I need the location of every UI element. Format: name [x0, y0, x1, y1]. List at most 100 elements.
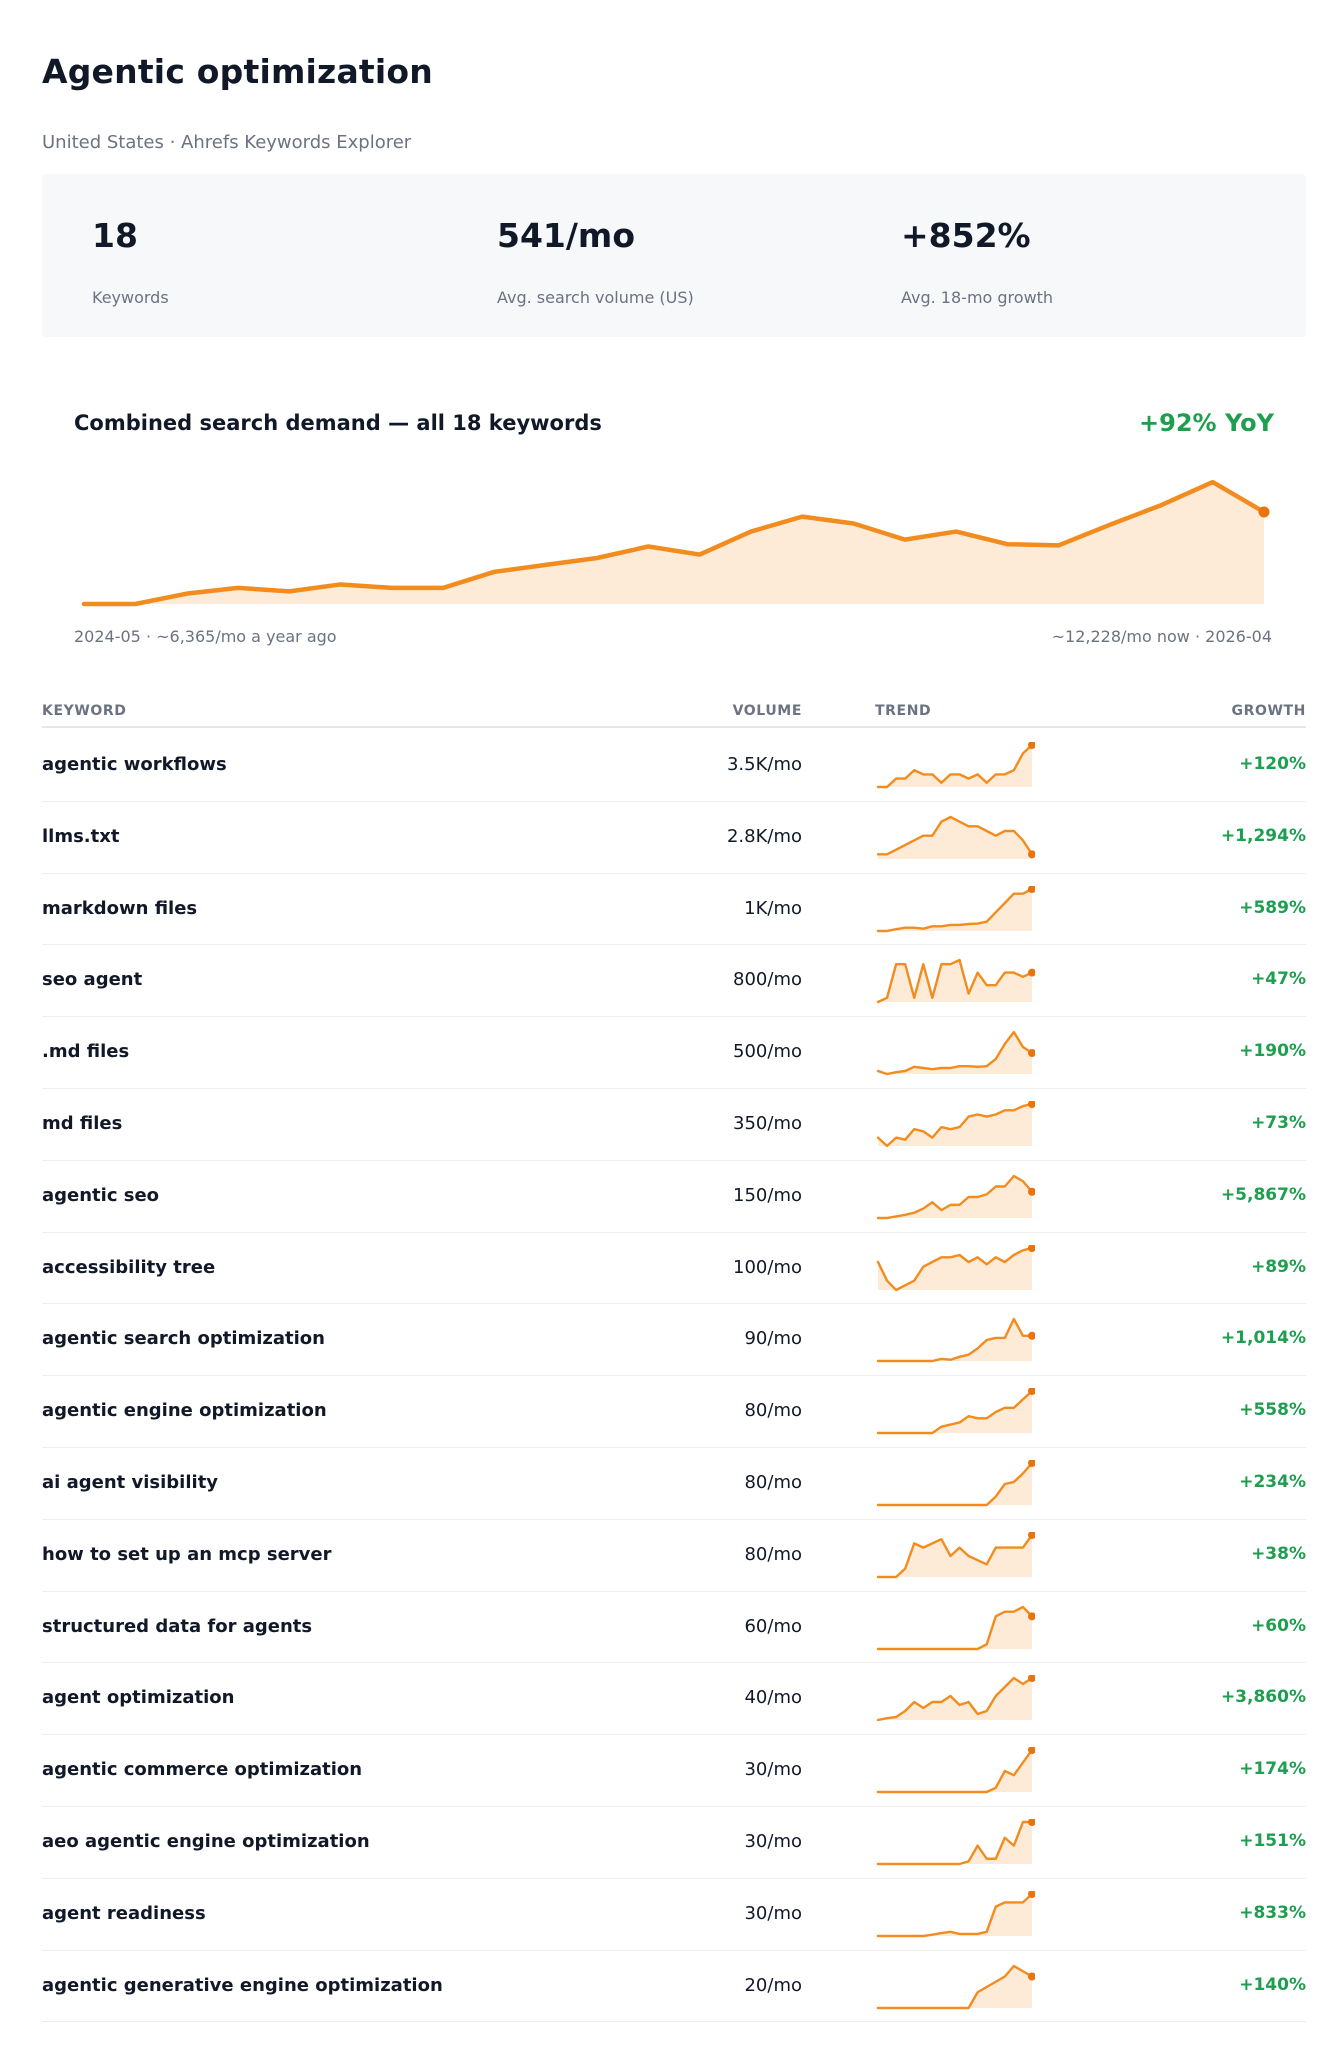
keyword-cell[interactable]: aeo agentic engine optimization	[42, 1830, 370, 1852]
growth-cell: +174%	[1239, 1759, 1306, 1780]
keyword-cell[interactable]: how to set up an mcp server	[42, 1543, 332, 1565]
trend-sparkline	[876, 1964, 1035, 2009]
keyword-cell[interactable]: structured data for agents	[42, 1615, 313, 1637]
keyword-cell[interactable]: accessibility tree	[42, 1256, 216, 1278]
table-row[interactable]: agentic engine optimization 80/mo +558%	[42, 1376, 1306, 1448]
volume-cell: 80/mo	[744, 1471, 802, 1493]
trend-sparkline	[876, 1818, 1035, 1866]
sparkline-end-point	[1028, 885, 1035, 893]
table-row[interactable]: aeo agentic engine optimization 30/mo +151…	[42, 1807, 1306, 1879]
table-row[interactable]: ai agent visibility 80/mo +234%	[42, 1448, 1306, 1520]
sparkline-end-point	[1028, 1531, 1035, 1539]
trend-sparkline	[876, 1531, 1035, 1578]
sparkline-line	[876, 1030, 1034, 1076]
keyword-cell[interactable]: agentic seo	[42, 1184, 160, 1206]
keyword-cell[interactable]: .md files	[42, 1041, 130, 1063]
table-row[interactable]: agentic search optimization 90/mo +1,014%	[42, 1304, 1306, 1377]
header-growth[interactable]: GROWTH	[1231, 703, 1306, 719]
growth-cell: +60%	[1251, 1615, 1306, 1636]
keyword-cell[interactable]: markdown files	[42, 897, 198, 919]
sparkline-area	[878, 1391, 1032, 1434]
keyword-cell[interactable]: agentic engine optimization	[42, 1400, 327, 1422]
table-row[interactable]: seo agent 800/mo +47%	[42, 945, 1306, 1018]
sparkline-end-point	[1028, 1244, 1035, 1252]
growth-cell: +833%	[1239, 1902, 1306, 1923]
trend-sparkline	[876, 1244, 1035, 1291]
volume-cell: 1K/mo	[744, 897, 802, 919]
sparkline-line	[876, 959, 1034, 1004]
growth-cell: +140%	[1239, 1974, 1306, 1995]
volume-cell: 40/mo	[744, 1687, 802, 1709]
table-row[interactable]: agent readiness 30/mo +833%	[42, 1879, 1306, 1951]
growth-cell: +190%	[1239, 1041, 1306, 1062]
sparkline-end-point	[1028, 1818, 1035, 1826]
table-row[interactable]: structured data for agents 60/mo +60%	[42, 1592, 1306, 1664]
table-row[interactable]: .md files 500/mo +190%	[42, 1017, 1306, 1089]
sparkline-end-point	[1028, 1459, 1035, 1467]
stat-keywords-label: Keywords	[92, 288, 169, 307]
sparkline-line	[876, 1820, 1034, 1866]
trend-sparkline	[876, 1459, 1035, 1507]
keyword-cell[interactable]: agentic workflows	[42, 754, 227, 775]
chart-start-caption: 2024-05 · ~6,365/mo a year ago	[74, 627, 337, 646]
volume-cell: 30/mo	[744, 1759, 802, 1781]
keyword-cell[interactable]: llms.txt	[42, 825, 120, 847]
page-subtitle: United States · Ahrefs Keywords Explorer	[42, 132, 412, 153]
keyword-cell[interactable]: agent readiness	[42, 1902, 206, 1924]
volume-cell: 350/mo	[733, 1112, 802, 1134]
growth-cell: +3,860%	[1220, 1687, 1306, 1708]
sparkline-area	[878, 1893, 1032, 1936]
sparkline-area	[878, 1103, 1032, 1146]
keyword-cell[interactable]: agentic search optimization	[42, 1328, 325, 1350]
sparkline-area	[878, 816, 1032, 859]
sparkline-area	[878, 1821, 1032, 1864]
header-volume[interactable]: VOLUME	[732, 703, 802, 719]
sparkline-line	[876, 1246, 1034, 1291]
keyword-cell[interactable]: agentic commerce optimization	[42, 1759, 363, 1781]
table-row[interactable]: agentic seo 150/mo +5,867%	[42, 1161, 1306, 1233]
table-row[interactable]: markdown files 1K/mo +589%	[42, 874, 1306, 946]
trend-sparkline	[876, 1675, 1035, 1722]
combined-demand-area	[84, 482, 1264, 604]
growth-cell: +589%	[1239, 897, 1306, 918]
page-title: Agentic optimization	[42, 52, 433, 91]
trend-sparkline	[876, 815, 1035, 859]
keyword-cell[interactable]: agentic generative engine optimization	[42, 1974, 443, 1996]
sparkline-area	[878, 1032, 1032, 1075]
sparkline-line	[876, 1461, 1034, 1507]
volume-cell: 100/mo	[733, 1256, 802, 1278]
table-header: KEYWORD VOLUME TREND GROWTH	[42, 700, 1306, 728]
table-row[interactable]: agent optimization 40/mo +3,860%	[42, 1663, 1306, 1736]
keyword-cell[interactable]: seo agent	[42, 969, 143, 991]
sparkline-end-point	[1028, 1100, 1035, 1108]
volume-cell: 800/mo	[733, 969, 802, 991]
trend-sparkline	[876, 1605, 1035, 1650]
table-row[interactable]: md files 350/mo +73%	[42, 1089, 1306, 1161]
table-row[interactable]: llms.txt 2.8K/mo +1,294%	[42, 802, 1306, 874]
sparkline-line	[876, 1389, 1034, 1435]
sparkline-line	[876, 743, 1034, 789]
keyword-cell[interactable]: md files	[42, 1112, 123, 1134]
keyword-cell[interactable]: agent optimization	[42, 1687, 235, 1709]
sparkline-line	[876, 1964, 1034, 2009]
sparkline-area	[878, 1606, 1032, 1649]
trend-sparkline	[876, 885, 1035, 932]
sparkline-area	[878, 1965, 1032, 2008]
table-row[interactable]: agentic workflows 3.5K/mo +120%	[42, 730, 1306, 802]
table-row[interactable]: how to set up an mcp server 80/mo +38%	[42, 1520, 1306, 1592]
growth-cell: +151%	[1239, 1830, 1306, 1851]
sparkline-area	[878, 1678, 1032, 1721]
growth-cell: +558%	[1239, 1400, 1306, 1421]
table-row[interactable]: agentic commerce optimization 30/mo +174%	[42, 1735, 1306, 1807]
growth-cell: +1,294%	[1220, 825, 1306, 846]
trend-sparkline	[876, 1100, 1035, 1148]
keyword-cell[interactable]: ai agent visibility	[42, 1471, 219, 1493]
header-keyword[interactable]: KEYWORD	[42, 703, 127, 719]
sparkline-end-point	[1028, 1675, 1035, 1683]
sparkline-line	[876, 1102, 1034, 1148]
table-row[interactable]: agentic generative engine optimization 20…	[42, 1951, 1306, 2023]
table-row[interactable]: accessibility tree 100/mo +89%	[42, 1233, 1306, 1305]
sparkline-line	[876, 1318, 1034, 1363]
sparkline-end-point	[1028, 742, 1035, 749]
sparkline-end-point	[1028, 1972, 1035, 1981]
